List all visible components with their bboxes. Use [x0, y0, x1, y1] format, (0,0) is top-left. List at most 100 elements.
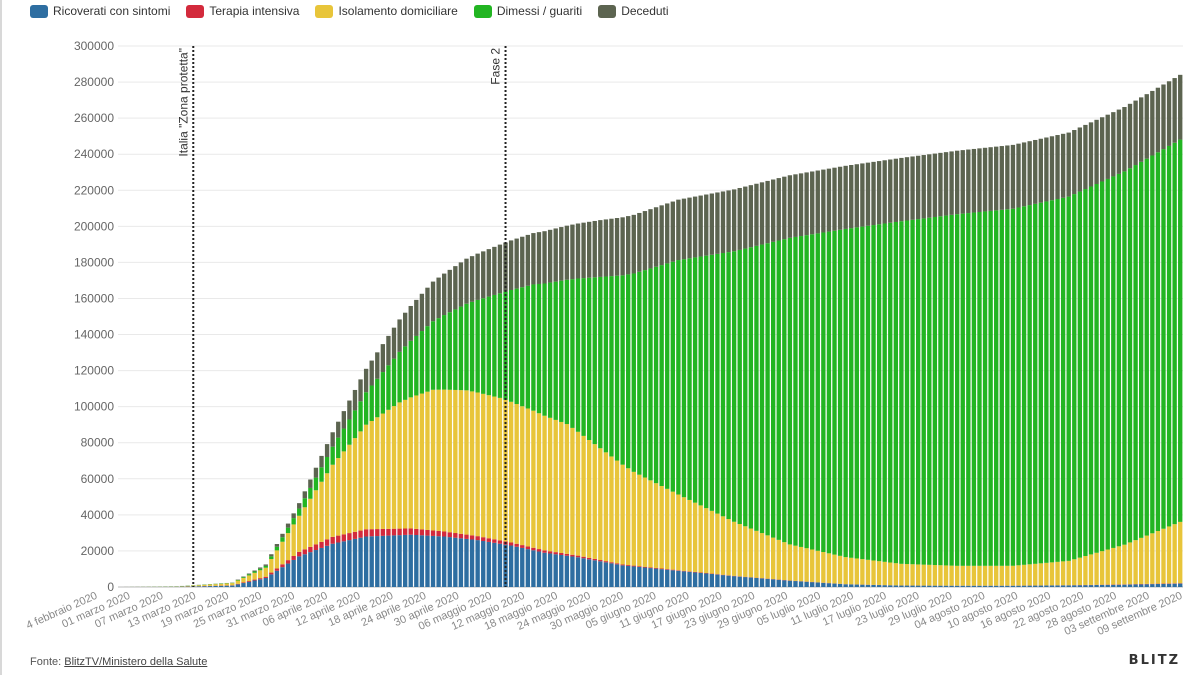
bar-segment-isolamento — [676, 494, 681, 571]
bar-segment-deceduti — [1027, 141, 1032, 206]
legend-item-terapia[interactable]: Terapia intensiva — [186, 4, 299, 18]
bar-segment-isolamento — [1049, 562, 1055, 586]
bar-segment-ricoverati — [285, 563, 291, 587]
bar-segment-isolamento — [185, 585, 190, 587]
bar-segment-ricoverati — [1116, 584, 1122, 587]
bar-segment-isolamento — [308, 498, 313, 547]
bar-segment-ricoverati — [598, 561, 603, 587]
legend-swatch-ricoverati — [30, 4, 48, 18]
bar-segment-deceduti — [447, 269, 452, 313]
y-tick-label: 100000 — [74, 400, 114, 414]
bar-segment-dimessi — [681, 259, 687, 498]
bar-segment-ricoverati — [224, 585, 229, 587]
bar-segment-terapia — [391, 528, 397, 536]
bar-segment-isolamento — [319, 481, 324, 542]
bar-segment-isolamento — [1055, 561, 1060, 586]
bar-segment-dimessi — [787, 237, 793, 545]
bar-segment-dimessi — [514, 288, 519, 405]
bar-segment-dimessi — [469, 301, 475, 392]
bar-segment-ricoverati — [263, 577, 268, 587]
bar-segment-isolamento — [1010, 565, 1016, 586]
bar-segment-deceduti — [1161, 84, 1166, 150]
bar-segment-deceduti — [882, 160, 887, 224]
bar-segment-isolamento — [1005, 565, 1010, 586]
bar-segment-isolamento — [207, 584, 213, 586]
bar-segment-terapia — [631, 565, 636, 567]
bar-segment-dimessi — [1127, 168, 1133, 543]
bar-segment-deceduti — [408, 305, 413, 341]
bar-segment-ricoverati — [442, 536, 447, 587]
bar-segment-ricoverati — [196, 586, 202, 587]
bar-segment-deceduti — [1038, 138, 1043, 203]
bar-segment-deceduti — [386, 335, 391, 366]
bar-segment-terapia — [436, 530, 441, 537]
bar-segment-isolamento — [932, 565, 938, 586]
y-tick-label: 0 — [107, 580, 114, 594]
bar-segment-dimessi — [910, 219, 915, 565]
bar-segment-dimessi — [285, 527, 291, 534]
bar-segment-ricoverati — [246, 581, 252, 587]
bar-segment-isolamento — [570, 427, 575, 555]
bar-segment-ricoverati — [213, 585, 218, 587]
legend-item-dimessi[interactable]: Dimessi / guariti — [473, 4, 582, 18]
bar-segment-ricoverati — [436, 536, 441, 587]
bar-segment-ricoverati — [899, 585, 904, 587]
bar-segment-dimessi — [849, 228, 854, 558]
bar-segment-terapia — [369, 529, 374, 537]
bar-segment-terapia — [603, 561, 609, 563]
bar-segment-dimessi — [955, 214, 960, 566]
bar-segment-dimessi — [497, 293, 503, 398]
bar-segment-isolamento — [297, 515, 302, 552]
bar-segment-isolamento — [1016, 565, 1021, 586]
left-border — [0, 0, 2, 675]
bar-segment-ricoverati — [481, 541, 486, 587]
bar-segment-ricoverati — [486, 541, 491, 587]
bar-segment-dimessi — [994, 210, 999, 566]
bar-segment-terapia — [330, 536, 335, 544]
bar-segment-dimessi — [258, 568, 263, 571]
bar-segment-isolamento — [492, 396, 497, 540]
bar-segment-dimessi — [598, 276, 603, 449]
bar-segment-dimessi — [453, 309, 458, 390]
bar-segment-isolamento — [692, 502, 698, 572]
bar-segment-terapia — [324, 539, 330, 546]
bar-segment-deceduti — [469, 256, 475, 302]
y-tick-label: 220000 — [74, 183, 114, 197]
bar-segment-dimessi — [592, 277, 597, 445]
bar-segment-ricoverati — [932, 585, 938, 587]
bar-segment-ricoverati — [637, 566, 642, 587]
bar-segment-isolamento — [358, 431, 363, 531]
bar-segment-dimessi — [1033, 203, 1038, 564]
bar-segment-deceduti — [486, 249, 491, 297]
bar-segment-isolamento — [921, 564, 926, 586]
bar-segment-ricoverati — [319, 547, 324, 587]
bar-segment-dimessi — [771, 241, 776, 538]
bar-segment-isolamento — [1116, 546, 1122, 585]
bar-segment-dimessi — [871, 225, 876, 561]
bar-segment-terapia — [252, 579, 257, 581]
bar-segment-deceduti — [241, 576, 246, 578]
bar-segment-ricoverati — [1010, 585, 1016, 587]
bar-segment-terapia — [419, 529, 425, 536]
legend-item-isolamento[interactable]: Isolamento domiciliare — [315, 4, 458, 18]
bar-segment-ricoverati — [419, 535, 425, 587]
legend-item-ricoverati[interactable]: Ricoverati con sintomi — [30, 4, 170, 18]
bar-segment-ricoverati — [882, 585, 887, 587]
bar-segment-isolamento — [759, 533, 765, 579]
bar-segment-dimessi — [776, 240, 781, 540]
bar-segment-ricoverati — [943, 585, 949, 587]
bar-segment-deceduti — [442, 273, 447, 316]
bar-segment-ricoverati — [876, 585, 882, 587]
bar-segment-terapia — [670, 569, 675, 571]
bar-segment-isolamento — [235, 580, 241, 584]
bar-segment-deceduti — [642, 211, 648, 271]
bar-segment-isolamento — [218, 583, 224, 586]
bar-segment-ricoverati — [692, 572, 698, 587]
bar-segment-isolamento — [698, 505, 703, 573]
legend-item-deceduti[interactable]: Deceduti — [598, 4, 669, 18]
bar-segment-ricoverati — [369, 536, 374, 587]
bar-segment-ricoverati — [514, 546, 519, 587]
bar-segment-dimessi — [737, 249, 742, 525]
source-link[interactable]: BlitzTV/Ministero della Salute — [64, 656, 208, 668]
bar-segment-ricoverati — [1105, 584, 1110, 587]
